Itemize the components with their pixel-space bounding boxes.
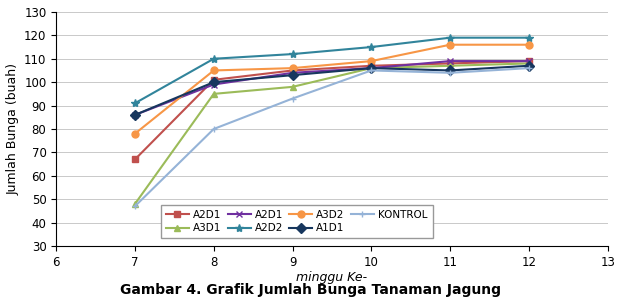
Line: A3D1: A3D1	[131, 60, 532, 207]
A3D2	[131, 132, 139, 136]
KONTROL	[210, 127, 218, 131]
A3D2	[289, 66, 296, 70]
Line: A3D2: A3D2	[131, 41, 532, 137]
A2D1	[131, 158, 139, 161]
KONTROL	[131, 204, 139, 208]
Y-axis label: Jumlah Bunga (buah): Jumlah Bunga (buah)	[7, 63, 20, 195]
A2D2	[210, 57, 218, 61]
Line: KONTROL: KONTROL	[131, 64, 532, 210]
A2D1	[525, 59, 532, 63]
A3D1	[210, 92, 218, 96]
Line: A2D2: A2D2	[131, 34, 533, 107]
Text: Gambar 4. Grafik Jumlah Bunga Tanaman Jagung: Gambar 4. Grafik Jumlah Bunga Tanaman Ja…	[121, 283, 501, 297]
A2D1	[447, 61, 454, 65]
Line: A2D1: A2D1	[131, 58, 532, 118]
A3D1	[525, 61, 532, 65]
A1D1	[525, 64, 532, 68]
A2D1	[131, 113, 139, 117]
A3D2	[210, 69, 218, 72]
KONTROL	[368, 69, 375, 72]
A2D1	[447, 59, 454, 63]
A3D1	[131, 202, 139, 206]
KONTROL	[447, 71, 454, 75]
A2D1	[368, 64, 375, 68]
A2D2	[289, 52, 296, 56]
Line: A1D1: A1D1	[131, 62, 532, 118]
A2D1	[368, 66, 375, 70]
Line: A2D1: A2D1	[131, 58, 532, 163]
A1D1	[210, 80, 218, 84]
A2D1	[289, 71, 296, 75]
A2D2	[368, 45, 375, 49]
A1D1	[289, 73, 296, 77]
KONTROL	[289, 97, 296, 100]
X-axis label: minggu Ke-: minggu Ke-	[296, 272, 368, 284]
A3D2	[368, 59, 375, 63]
A3D2	[525, 43, 532, 46]
A3D1	[447, 64, 454, 68]
A3D1	[368, 66, 375, 70]
KONTROL	[525, 66, 532, 70]
A2D1	[210, 78, 218, 82]
A2D2	[525, 36, 532, 40]
A2D2	[131, 101, 139, 105]
A3D2	[447, 43, 454, 46]
A3D1	[289, 85, 296, 88]
A1D1	[368, 66, 375, 70]
A1D1	[447, 69, 454, 72]
A1D1	[131, 113, 139, 117]
Legend: A2D1, A3D1, A2D1, A2D2, A3D2, A1D1, KONTROL: A2D1, A3D1, A2D1, A2D2, A3D2, A1D1, KONT…	[160, 205, 433, 238]
A2D1	[525, 59, 532, 63]
A2D1	[210, 83, 218, 86]
A2D2	[447, 36, 454, 40]
A2D1	[289, 69, 296, 72]
